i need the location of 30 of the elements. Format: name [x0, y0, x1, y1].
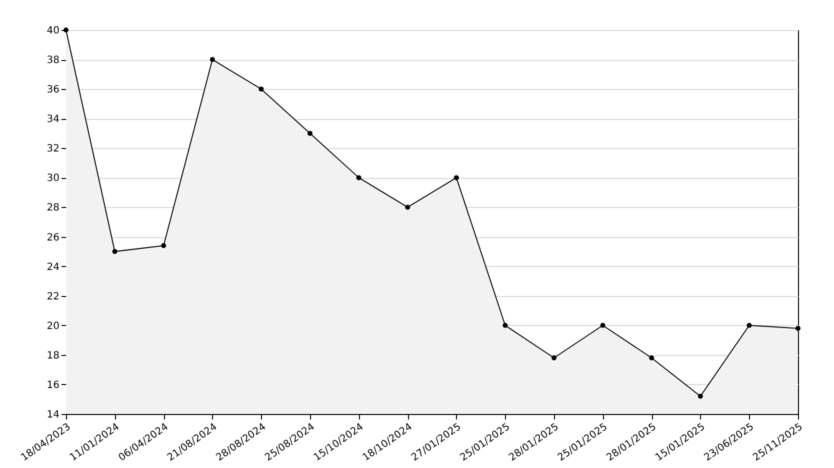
- y-tick-label: 26: [46, 232, 60, 244]
- point: [161, 243, 166, 248]
- point: [210, 57, 215, 62]
- y-tick-label: 36: [46, 84, 60, 96]
- point: [405, 204, 410, 210]
- point: [454, 175, 459, 180]
- point: [552, 355, 556, 360]
- point: [698, 394, 703, 399]
- point: [600, 322, 606, 328]
- y-tick-label: 24: [46, 262, 60, 273]
- point: [112, 249, 118, 254]
- point: [356, 175, 362, 180]
- y-tick-label: 28: [46, 202, 60, 214]
- y-tick-label: 38: [46, 55, 60, 66]
- y-tick-label: 34: [46, 114, 60, 126]
- y-tick-label: 20: [46, 320, 60, 332]
- y-tick-label: 40: [46, 26, 60, 36]
- point: [649, 355, 654, 360]
- point: [64, 28, 68, 32]
- y-tick-label: 18: [46, 350, 60, 362]
- y-tick-label: 30: [46, 173, 60, 184]
- y-tick-label: 32: [46, 144, 60, 155]
- y-tick-label: 16: [46, 380, 60, 391]
- y-tick-label: 22: [46, 291, 60, 302]
- point: [258, 86, 264, 92]
- point: [746, 322, 752, 328]
- point: [502, 322, 508, 328]
- y-tick-label: 14: [46, 410, 60, 420]
- point: [796, 326, 800, 331]
- point: [308, 130, 312, 136]
